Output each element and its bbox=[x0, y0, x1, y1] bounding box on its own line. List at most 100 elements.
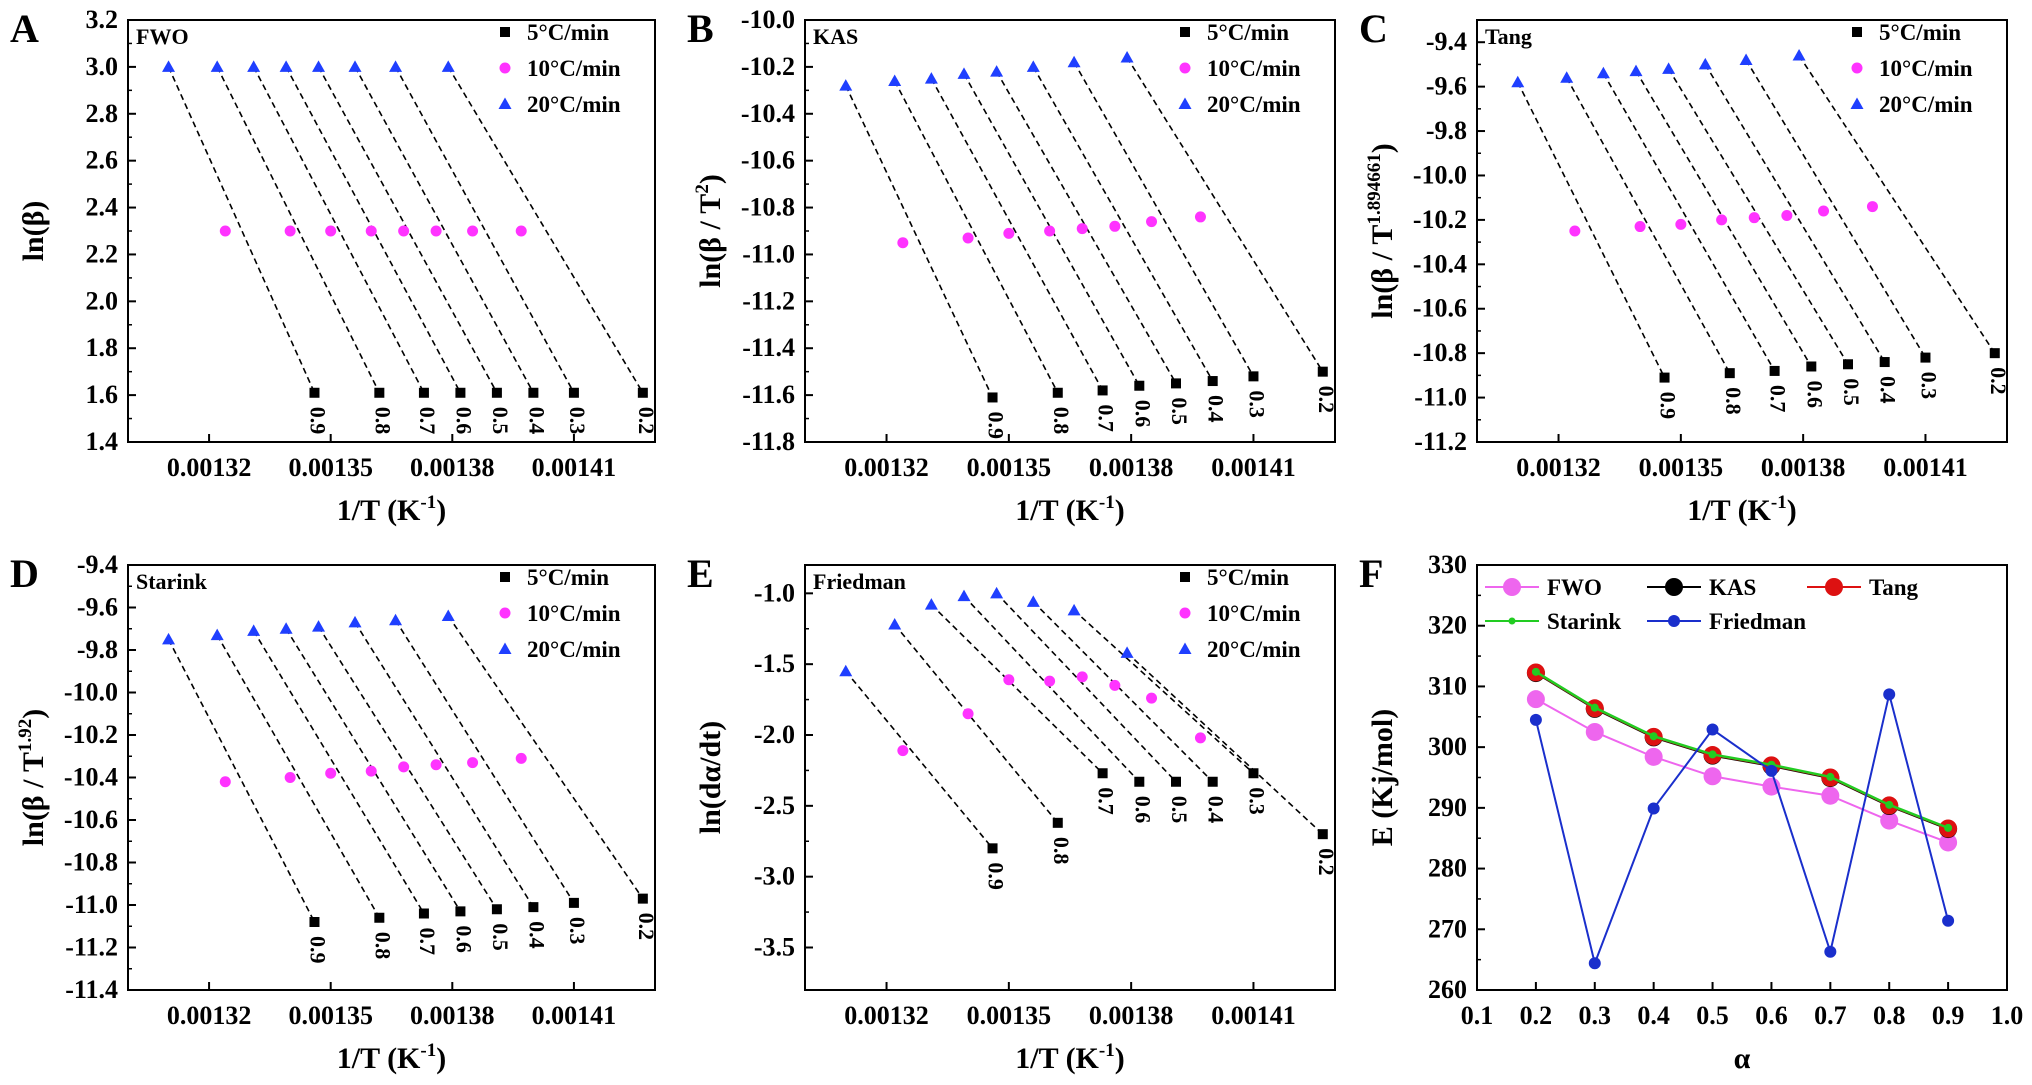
point-5cmin bbox=[1806, 361, 1817, 372]
legend-marker bbox=[1665, 578, 1683, 596]
point-10cmin bbox=[1781, 209, 1793, 221]
fit-line bbox=[447, 66, 644, 394]
point-20cmin bbox=[1120, 646, 1134, 658]
y-tick-label: -3.0 bbox=[754, 862, 795, 891]
fit-line bbox=[1565, 77, 1731, 374]
point-20cmin bbox=[1026, 60, 1040, 72]
fit-line bbox=[930, 604, 1104, 774]
point-20cmin bbox=[279, 622, 293, 634]
legend-marker bbox=[1180, 572, 1190, 582]
x-tick-label: 0.00138 bbox=[410, 1001, 495, 1030]
y-tick-label: 330 bbox=[1428, 550, 1467, 579]
point-20cmin bbox=[1560, 71, 1574, 83]
alpha-label: 0.5 bbox=[1839, 378, 1864, 406]
point-10cmin bbox=[897, 745, 909, 757]
point-5cmin bbox=[637, 893, 648, 904]
y-tick-label: -10.0 bbox=[1413, 160, 1467, 189]
fit-line bbox=[963, 595, 1140, 783]
point-20cmin bbox=[1739, 53, 1753, 65]
point-5cmin bbox=[1207, 376, 1218, 387]
x-tick-label: 0.1 bbox=[1461, 1001, 1494, 1030]
alpha-label: 0.4 bbox=[524, 407, 549, 435]
panel-a: 1.4 1.6 1.8 2.0 2.2 2.4 2.6 2.8 3.0 3.2 0.00132 0.0… bbox=[10, 5, 659, 527]
x-tick-label: 0.5 bbox=[1696, 1001, 1729, 1030]
y-tick-label: 280 bbox=[1428, 854, 1467, 883]
y-tick-label: -11.4 bbox=[65, 975, 118, 1004]
point-10cmin bbox=[284, 225, 296, 237]
point-10cmin bbox=[1194, 211, 1206, 223]
point-5cmin bbox=[528, 387, 539, 398]
alpha-label: 0.6 bbox=[1802, 380, 1827, 408]
point-5cmin bbox=[374, 387, 385, 398]
alpha-label: 0.8 bbox=[370, 407, 395, 435]
x-tick-label: 0.4 bbox=[1637, 1001, 1670, 1030]
y-tick-label: 320 bbox=[1428, 611, 1467, 640]
point-10cmin bbox=[467, 225, 479, 237]
x-axis-label: α bbox=[1734, 1042, 1751, 1075]
alpha-label: 0.9 bbox=[1656, 392, 1681, 420]
point-20cmin bbox=[348, 60, 362, 72]
panel-b: -11.8 -11.6 -11.4 -11.2 -11.0 -10.8 -10.6 -10.4… bbox=[687, 5, 1339, 527]
x-tick-label: 0.00132 bbox=[844, 453, 929, 482]
alpha-label: 0.4 bbox=[1876, 376, 1901, 404]
point-5cmin bbox=[1171, 776, 1181, 787]
alpha-label: 0.7 bbox=[1094, 404, 1119, 432]
point-20cmin bbox=[957, 589, 971, 602]
panel-letter: E bbox=[687, 551, 714, 596]
fit-line bbox=[1073, 61, 1255, 377]
x-tick-label: 0.2 bbox=[1520, 1001, 1553, 1030]
series-point-friedman bbox=[1706, 723, 1719, 736]
point-5cmin bbox=[1248, 371, 1259, 382]
fit-line bbox=[894, 623, 1059, 824]
alpha-label: 0.4 bbox=[524, 921, 549, 949]
point-5cmin bbox=[1052, 387, 1063, 398]
point-5cmin bbox=[1724, 368, 1735, 379]
x-tick-label: 0.00132 bbox=[167, 453, 252, 482]
point-5cmin bbox=[491, 904, 502, 915]
point-10cmin bbox=[325, 767, 337, 779]
x-tick-label: 0.00135 bbox=[1639, 453, 1724, 482]
x-tick-label: 0.00132 bbox=[1516, 453, 1601, 482]
point-5cmin bbox=[418, 908, 429, 919]
y-tick-label: -9.4 bbox=[1426, 27, 1467, 56]
point-5cmin bbox=[568, 897, 579, 908]
point-10cmin bbox=[1109, 679, 1121, 691]
alpha-label: 0.4 bbox=[1204, 796, 1229, 824]
point-10cmin bbox=[325, 225, 337, 237]
point-10cmin bbox=[1146, 216, 1158, 228]
legend-marker bbox=[1852, 27, 1862, 37]
y-tick-label: -11.0 bbox=[65, 890, 118, 919]
y-tick-label: 270 bbox=[1428, 914, 1467, 943]
point-5cmin bbox=[1317, 366, 1328, 377]
point-5cmin bbox=[1134, 776, 1145, 787]
point-20cmin bbox=[348, 615, 362, 628]
point-10cmin bbox=[1194, 732, 1206, 744]
y-axis-label: ln(β / T2) bbox=[692, 174, 727, 288]
legend-marker bbox=[1179, 62, 1191, 74]
legend-label: 20°C/min bbox=[1207, 92, 1301, 117]
legend-marker bbox=[1825, 578, 1843, 596]
legend-label: 5°C/min bbox=[527, 565, 609, 590]
alpha-label: 0.9 bbox=[305, 407, 330, 435]
y-axis-label: ln(dα/dt) bbox=[694, 721, 727, 834]
panel-letter: C bbox=[1359, 6, 1388, 51]
point-10cmin bbox=[398, 225, 410, 237]
legend-label: 5°C/min bbox=[1879, 20, 1961, 45]
point-10cmin bbox=[430, 759, 442, 771]
panel-f: 260 270 280 290 300 310 320 330 0.1 0.2 0.3 0.4 0.5 0… bbox=[1359, 550, 2023, 1075]
point-5cmin bbox=[1989, 348, 2000, 359]
series-point-starink bbox=[1590, 703, 1599, 712]
series-line-fwo bbox=[1535, 698, 1949, 844]
point-20cmin bbox=[1596, 66, 1610, 79]
point-20cmin bbox=[279, 60, 293, 72]
point-20cmin bbox=[888, 74, 902, 86]
point-10cmin bbox=[1748, 212, 1760, 224]
series-point-starink bbox=[1944, 823, 1953, 832]
fit-line bbox=[252, 630, 425, 914]
point-10cmin bbox=[1076, 671, 1088, 683]
point-5cmin bbox=[1317, 829, 1328, 840]
x-tick-label: 0.00135 bbox=[288, 453, 373, 482]
fit-line bbox=[354, 621, 535, 908]
legend-label: 20°C/min bbox=[1879, 92, 1973, 117]
